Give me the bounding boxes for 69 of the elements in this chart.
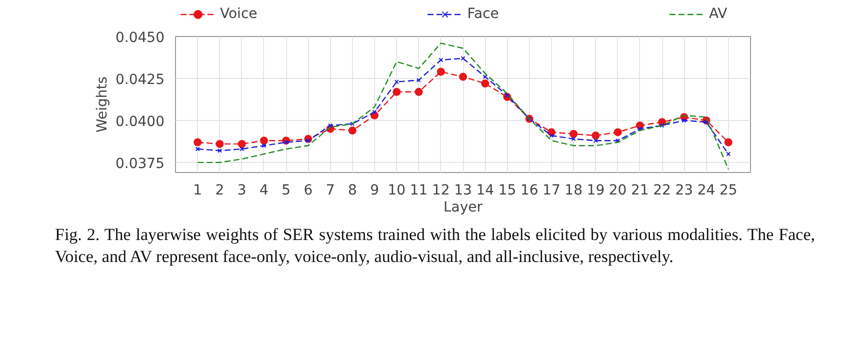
x-tick-label: 18 xyxy=(564,182,582,198)
x-tick-label: 1 xyxy=(193,182,202,198)
x-tick-label: 23 xyxy=(675,182,694,198)
point xyxy=(394,80,399,84)
point xyxy=(682,118,686,123)
point xyxy=(616,138,620,143)
x-tick-label: 19 xyxy=(586,182,605,198)
point xyxy=(217,148,222,153)
point xyxy=(481,80,490,88)
x-tick-label: 13 xyxy=(454,182,472,198)
point xyxy=(460,56,466,61)
x-tick-label: 6 xyxy=(304,182,313,198)
point xyxy=(436,68,445,76)
point xyxy=(195,146,200,152)
x-tick-label: 4 xyxy=(260,182,269,198)
x-tick-label: 22 xyxy=(653,182,671,198)
caption: Fig. 2. The layerwise weights of SER systems trained with the labels elicited by various modalities. The Face, Voice, and AV represent face-only, voice-only, audio-visual, and all-inclusive, respectively. xyxy=(55,224,815,268)
y-axis-title: Weights xyxy=(94,76,111,133)
point xyxy=(348,126,356,135)
point xyxy=(482,74,488,80)
x-axis-title: Layer xyxy=(443,200,483,216)
x-tick-label: 3 xyxy=(237,182,246,198)
point xyxy=(328,123,333,128)
x-tick-label: 15 xyxy=(498,182,516,198)
point xyxy=(414,88,423,96)
point xyxy=(438,58,444,62)
point xyxy=(571,136,576,142)
point xyxy=(459,72,467,81)
x-tick-label: 24 xyxy=(697,182,716,198)
x-tick-label: 10 xyxy=(388,182,406,198)
x-tick-label: 12 xyxy=(432,182,450,198)
y-tick-label: 0.0375 xyxy=(116,156,165,172)
legend-label: AV xyxy=(708,5,728,24)
x-tick-label: 9 xyxy=(370,182,380,198)
point xyxy=(724,138,732,146)
x-tick-label: 2 xyxy=(215,182,224,198)
x-tick-label: 11 xyxy=(410,182,428,198)
legend-label: Voice xyxy=(220,5,258,24)
point xyxy=(240,146,244,152)
point xyxy=(194,138,202,146)
x-tick-label: 16 xyxy=(520,182,538,198)
x-tick-label: 8 xyxy=(348,182,357,198)
point xyxy=(660,123,664,128)
x-tick-label: 25 xyxy=(719,182,738,198)
point xyxy=(614,128,622,136)
point xyxy=(570,130,578,138)
point xyxy=(416,78,422,82)
y-tick-label: 0.0400 xyxy=(116,114,165,130)
point xyxy=(372,110,377,114)
point xyxy=(392,88,401,96)
point xyxy=(549,133,554,138)
point xyxy=(260,136,268,145)
point xyxy=(592,132,600,140)
x-tick-label: 5 xyxy=(282,182,291,198)
line-series xyxy=(197,42,729,170)
x-tick-label: 17 xyxy=(542,182,560,198)
x-tick-label: 14 xyxy=(476,182,494,198)
x-tick-label: 20 xyxy=(608,182,627,198)
legend-label: Face xyxy=(467,5,499,24)
point xyxy=(726,152,731,156)
point xyxy=(262,143,266,148)
y-tick-label: 0.0425 xyxy=(116,72,165,88)
point xyxy=(638,126,642,132)
point xyxy=(216,140,224,148)
y-tick-label: 0.0450 xyxy=(116,30,165,46)
point xyxy=(238,140,246,148)
x-tick-label: 7 xyxy=(326,182,335,198)
point xyxy=(593,138,598,143)
x-tick-label: 21 xyxy=(631,182,649,198)
